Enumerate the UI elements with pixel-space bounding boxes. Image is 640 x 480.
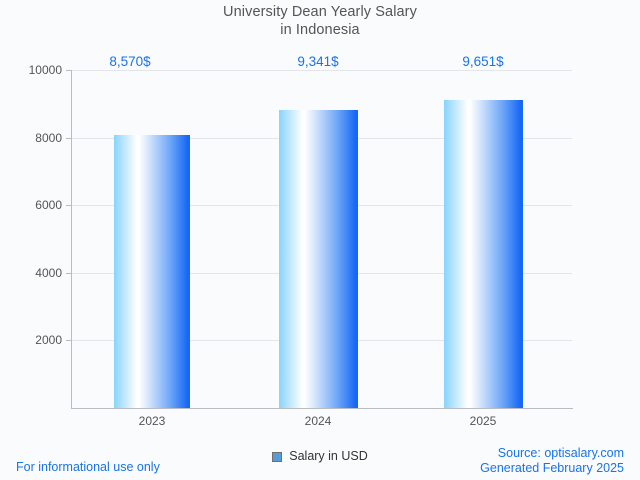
bar-value-label-2024: 9,341$ xyxy=(297,54,339,69)
chart-title-line2: in Indonesia xyxy=(280,22,360,38)
y-tick-label-6000: 6000 xyxy=(35,198,62,213)
bar-2025 xyxy=(444,100,523,408)
legend-swatch-salary-in-usd xyxy=(272,451,283,462)
x-tick-label-2025: 2025 xyxy=(469,414,497,428)
y-tick-mark-2000 xyxy=(66,340,71,342)
x-axis-line xyxy=(71,408,573,409)
chart-legend: Salary in USD xyxy=(0,450,640,463)
y-tick-label-10000: 10000 xyxy=(28,63,62,77)
chart-title: University Dean Yearly Salary in Indones… xyxy=(0,3,640,39)
y-tick-label-4000: 4000 xyxy=(35,265,62,280)
y-tick-mark-6000 xyxy=(66,205,71,207)
y-axis-line xyxy=(71,70,72,409)
footer-source-block: Source: optisalary.com Generated Februar… xyxy=(480,446,624,476)
chart-title-line1: University Dean Yearly Salary xyxy=(223,4,417,20)
y-tick-label-8000: 8000 xyxy=(35,130,62,145)
footer-disclaimer: For informational use only xyxy=(16,460,160,474)
bar-2023 xyxy=(114,134,190,408)
y-tick-mark-10000 xyxy=(66,70,71,71)
bar-value-label-2023: 8,570$ xyxy=(109,54,151,69)
bar-value-label-2025: 9,651$ xyxy=(462,54,504,69)
gridline-10000 xyxy=(72,70,572,71)
y-tick-mark-8000 xyxy=(66,137,71,139)
x-tick-label-2023: 2023 xyxy=(138,414,166,428)
legend-label-salary-in-usd: Salary in USD xyxy=(289,449,368,463)
plot-area xyxy=(72,70,572,408)
x-tick-label-2024: 2024 xyxy=(304,414,332,428)
y-tick-label-2000: 2000 xyxy=(35,333,62,348)
bar-2024 xyxy=(279,110,358,408)
footer-source: Source: optisalary.com xyxy=(497,446,624,460)
y-tick-mark-4000 xyxy=(66,272,71,274)
footer-generated: Generated February 2025 xyxy=(480,461,624,475)
